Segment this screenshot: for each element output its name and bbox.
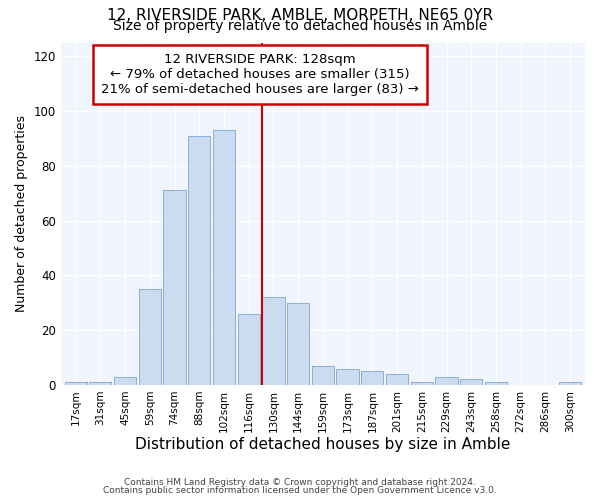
Bar <box>262 298 284 385</box>
Bar <box>65 382 87 385</box>
Bar <box>287 303 309 385</box>
Text: Size of property relative to detached houses in Amble: Size of property relative to detached ho… <box>113 19 487 33</box>
Bar <box>114 376 136 385</box>
Bar <box>312 366 334 385</box>
Bar <box>410 382 433 385</box>
X-axis label: Distribution of detached houses by size in Amble: Distribution of detached houses by size … <box>135 438 511 452</box>
Bar <box>460 380 482 385</box>
Bar <box>559 382 581 385</box>
Bar <box>436 376 458 385</box>
Bar <box>485 382 507 385</box>
Bar <box>386 374 408 385</box>
Text: Contains public sector information licensed under the Open Government Licence v3: Contains public sector information licen… <box>103 486 497 495</box>
Text: 12 RIVERSIDE PARK: 128sqm
← 79% of detached houses are smaller (315)
21% of semi: 12 RIVERSIDE PARK: 128sqm ← 79% of detac… <box>101 53 419 96</box>
Bar <box>163 190 185 385</box>
Bar <box>188 136 211 385</box>
Bar <box>337 368 359 385</box>
Bar <box>238 314 260 385</box>
Bar <box>361 372 383 385</box>
Text: Contains HM Land Registry data © Crown copyright and database right 2024.: Contains HM Land Registry data © Crown c… <box>124 478 476 487</box>
Bar <box>213 130 235 385</box>
Bar <box>139 289 161 385</box>
Y-axis label: Number of detached properties: Number of detached properties <box>15 115 28 312</box>
Bar <box>89 382 112 385</box>
Text: 12, RIVERSIDE PARK, AMBLE, MORPETH, NE65 0YR: 12, RIVERSIDE PARK, AMBLE, MORPETH, NE65… <box>107 8 493 22</box>
